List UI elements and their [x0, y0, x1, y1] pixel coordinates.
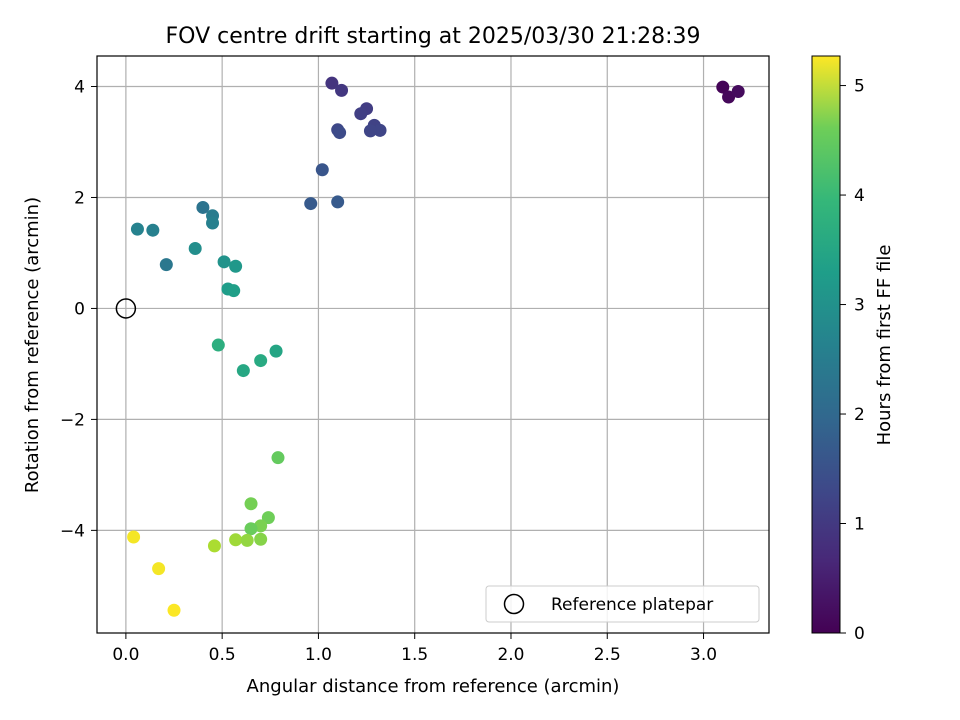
- data-point: [722, 90, 736, 104]
- data-point: [188, 242, 202, 256]
- data-point: [254, 354, 268, 368]
- data-point: [146, 223, 160, 237]
- x-tick-label: 1.0: [305, 645, 332, 665]
- data-point: [271, 451, 285, 465]
- data-point: [354, 107, 368, 121]
- data-point: [227, 284, 241, 298]
- x-axis-ticks: 0.0 0.5 1.0 1.5 2.0 2.5 3.0: [112, 633, 717, 665]
- data-point: [217, 255, 231, 269]
- data-point: [315, 163, 329, 177]
- colorbar-tick-label: 0: [854, 624, 865, 644]
- reference-platepar-marker: [115, 298, 137, 319]
- colorbar-tick-label: 2: [854, 405, 865, 425]
- x-tick-label: 0.5: [209, 645, 236, 665]
- colorbar-tick-label: 1: [854, 515, 865, 535]
- data-point: [333, 126, 347, 140]
- x-axis-label: Angular distance from reference (arcmin): [247, 676, 620, 697]
- data-point: [731, 85, 745, 99]
- colorbar-ticks: 0 1 2 3 4 5: [840, 77, 865, 644]
- colorbar-tick-label: 4: [854, 186, 865, 206]
- data-point: [335, 83, 349, 97]
- data-point: [373, 123, 387, 137]
- y-tick-label: −4: [60, 521, 85, 541]
- data-point: [236, 364, 250, 378]
- data-point: [244, 497, 258, 511]
- data-point: [207, 539, 221, 553]
- data-point: [152, 562, 166, 576]
- y-axis-label: Rotation from reference (arcmin): [22, 197, 43, 493]
- data-point: [244, 522, 258, 536]
- data-point: [211, 338, 225, 352]
- data-point: [331, 195, 345, 209]
- data-point: [130, 222, 144, 236]
- y-tick-label: 4: [74, 78, 85, 98]
- data-point: [196, 200, 210, 214]
- scatter-points: [127, 76, 745, 617]
- legend-entry: Reference platepar: [551, 595, 713, 615]
- y-axis-ticks: −4 −2 0 2 4: [60, 78, 97, 541]
- plot-area: [97, 56, 769, 633]
- y-tick-label: −2: [60, 410, 85, 430]
- data-point: [261, 511, 275, 525]
- grid-lines: [97, 56, 769, 633]
- plot-frame: [96, 55, 770, 634]
- data-point: [229, 533, 243, 547]
- data-point: [127, 530, 141, 544]
- x-tick-label: 2.5: [594, 645, 621, 665]
- y-tick-label: 2: [74, 188, 85, 208]
- colorbar-gradient: [811, 55, 841, 634]
- colorbar-tick-label: 5: [854, 77, 865, 97]
- data-point: [159, 258, 173, 272]
- x-tick-label: 1.5: [401, 645, 428, 665]
- colorbar-tick-label: 3: [854, 296, 865, 316]
- x-tick-label: 0.0: [112, 645, 139, 665]
- x-tick-label: 3.0: [690, 645, 717, 665]
- y-tick-label: 0: [74, 299, 85, 319]
- legend: Reference platepar: [485, 585, 760, 623]
- data-point: [304, 197, 318, 211]
- data-point: [716, 80, 730, 94]
- colorbar-label: Hours from first FF file: [874, 245, 895, 446]
- data-point: [229, 259, 243, 273]
- colorbar: 0 1 2 3 4 5 Hours from first FF file: [811, 55, 895, 644]
- legend-box: [485, 585, 760, 623]
- data-point: [269, 344, 283, 358]
- data-point: [167, 603, 181, 617]
- data-point: [206, 216, 220, 230]
- chart-title: FOV centre drift starting at 2025/03/30 …: [166, 24, 701, 49]
- legend-marker-icon: [503, 593, 525, 615]
- data-point: [254, 532, 268, 546]
- data-point: [363, 124, 377, 138]
- data-point: [240, 533, 254, 547]
- data-point: [325, 76, 339, 90]
- x-tick-label: 2.0: [497, 645, 524, 665]
